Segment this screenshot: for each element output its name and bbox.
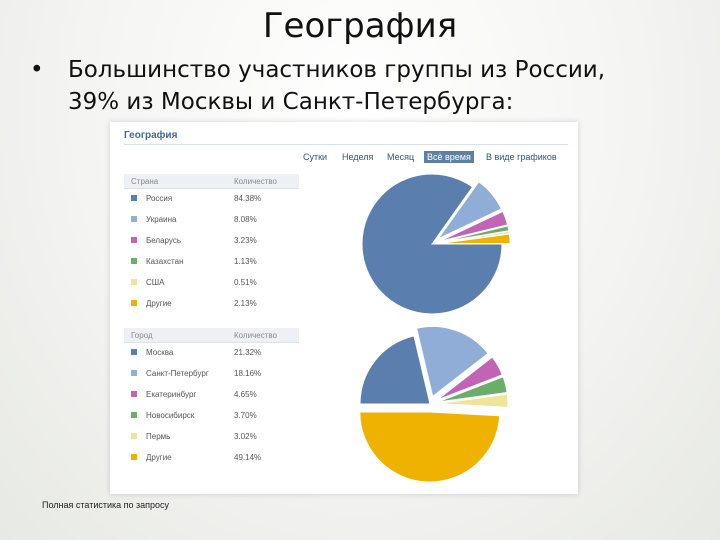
country-percent: 0.51%	[234, 278, 257, 287]
country-percent: 3.23%	[234, 236, 257, 245]
country-label: Беларусь	[146, 236, 181, 245]
city-pie-chart	[359, 326, 509, 483]
country-row: Украина 8.08%	[124, 210, 299, 231]
count-col-header: Количество	[234, 177, 277, 186]
country-row: Другие 2.13%	[124, 294, 299, 315]
city-table: Город Количество Москва 21.32% Санкт-Петер…	[124, 328, 299, 469]
tab-day[interactable]: Сутки	[303, 152, 328, 162]
city-label: Новосибирск	[146, 411, 195, 420]
country-pie-slice	[439, 230, 510, 244]
bullet-line-1: Большинство участников группы из России,	[68, 57, 606, 83]
city-pie-slice	[437, 393, 509, 408]
country-row: Россия 84.38%	[124, 189, 299, 210]
bullet-dot: •	[30, 57, 44, 83]
country-table-header: Страна Количество	[124, 174, 299, 189]
city-percent: 4.65%	[234, 390, 257, 399]
legend-swatch	[131, 216, 137, 222]
legend-swatch	[131, 433, 137, 439]
city-row: Пермь 3.02%	[124, 427, 299, 448]
legend-swatch	[131, 370, 137, 376]
panel-divider	[124, 144, 568, 145]
city-pie-slice	[437, 376, 508, 403]
legend-swatch	[131, 237, 137, 243]
country-percent: 2.13%	[234, 299, 257, 308]
city-percent: 3.70%	[234, 411, 257, 420]
legend-swatch	[131, 195, 137, 201]
country-pie-slice	[361, 173, 503, 315]
legend-swatch	[131, 279, 137, 285]
city-pie-slice	[359, 411, 501, 483]
city-percent: 21.32%	[234, 348, 262, 357]
panel-title: География	[124, 130, 178, 141]
country-label: Россия	[146, 194, 173, 203]
country-col-header: Страна	[131, 177, 159, 186]
city-table-header: Город Количество	[124, 328, 299, 343]
city-label: Санкт-Петербург	[146, 369, 209, 378]
country-table: Страна Количество Россия 84.38% Украина 8.0…	[124, 174, 299, 315]
country-pie-slice	[436, 181, 503, 241]
tab-all-time[interactable]: Всё время	[424, 151, 474, 163]
city-pie-slice	[416, 326, 489, 398]
bullet-line-2: 39% из Москвы и Санкт-Петербурга:	[68, 89, 514, 115]
country-percent: 8.08%	[234, 215, 257, 224]
country-pie-slice	[439, 233, 511, 244]
city-percent: 18.16%	[234, 369, 262, 378]
slide-title: География	[262, 6, 458, 46]
legend-swatch	[131, 258, 137, 264]
city-pie-slice	[359, 335, 431, 405]
city-label: Москва	[146, 348, 174, 357]
legend-swatch	[131, 349, 137, 355]
geography-panel: География Сутки Неделя Месяц Всё время В…	[110, 122, 578, 494]
city-percent: 3.02%	[234, 432, 257, 441]
tab-graphs[interactable]: В виде графиков	[486, 152, 557, 162]
city-label: Другие	[146, 453, 172, 462]
count-col-header: Количество	[234, 331, 277, 340]
tab-month[interactable]: Месяц	[387, 152, 415, 162]
country-row: Казахстан 1.13%	[124, 252, 299, 273]
country-pie-chart	[361, 173, 511, 315]
city-label: Екатеринбург	[146, 390, 197, 399]
city-pie-slice	[436, 356, 503, 401]
city-row: Екатеринбург 4.65%	[124, 385, 299, 406]
city-row: Новосибирск 3.70%	[124, 406, 299, 427]
legend-swatch	[131, 454, 137, 460]
city-col-header: Город	[131, 331, 153, 340]
country-label: Украина	[146, 215, 177, 224]
footer-note: Полная статистика по запросу	[42, 500, 170, 510]
country-pie-slice	[439, 210, 509, 242]
country-label: Казахстан	[146, 257, 184, 266]
city-label: Пермь	[146, 432, 171, 441]
legend-swatch	[131, 391, 137, 397]
country-label: США	[146, 278, 165, 287]
country-row: Беларусь 3.23%	[124, 231, 299, 252]
country-percent: 84.38%	[234, 194, 262, 203]
bullet-text: • Большинство участников группы из Росси…	[30, 54, 710, 118]
tab-week[interactable]: Неделя	[342, 152, 374, 162]
city-row: Санкт-Петербург 18.16%	[124, 364, 299, 385]
country-label: Другие	[146, 299, 172, 308]
city-row: Москва 21.32%	[124, 343, 299, 364]
legend-swatch	[131, 412, 137, 418]
legend-swatch	[131, 300, 137, 306]
country-percent: 1.13%	[234, 257, 257, 266]
country-row: США 0.51%	[124, 273, 299, 294]
city-row: Другие 49.14%	[124, 448, 299, 469]
city-percent: 49.14%	[234, 453, 262, 462]
